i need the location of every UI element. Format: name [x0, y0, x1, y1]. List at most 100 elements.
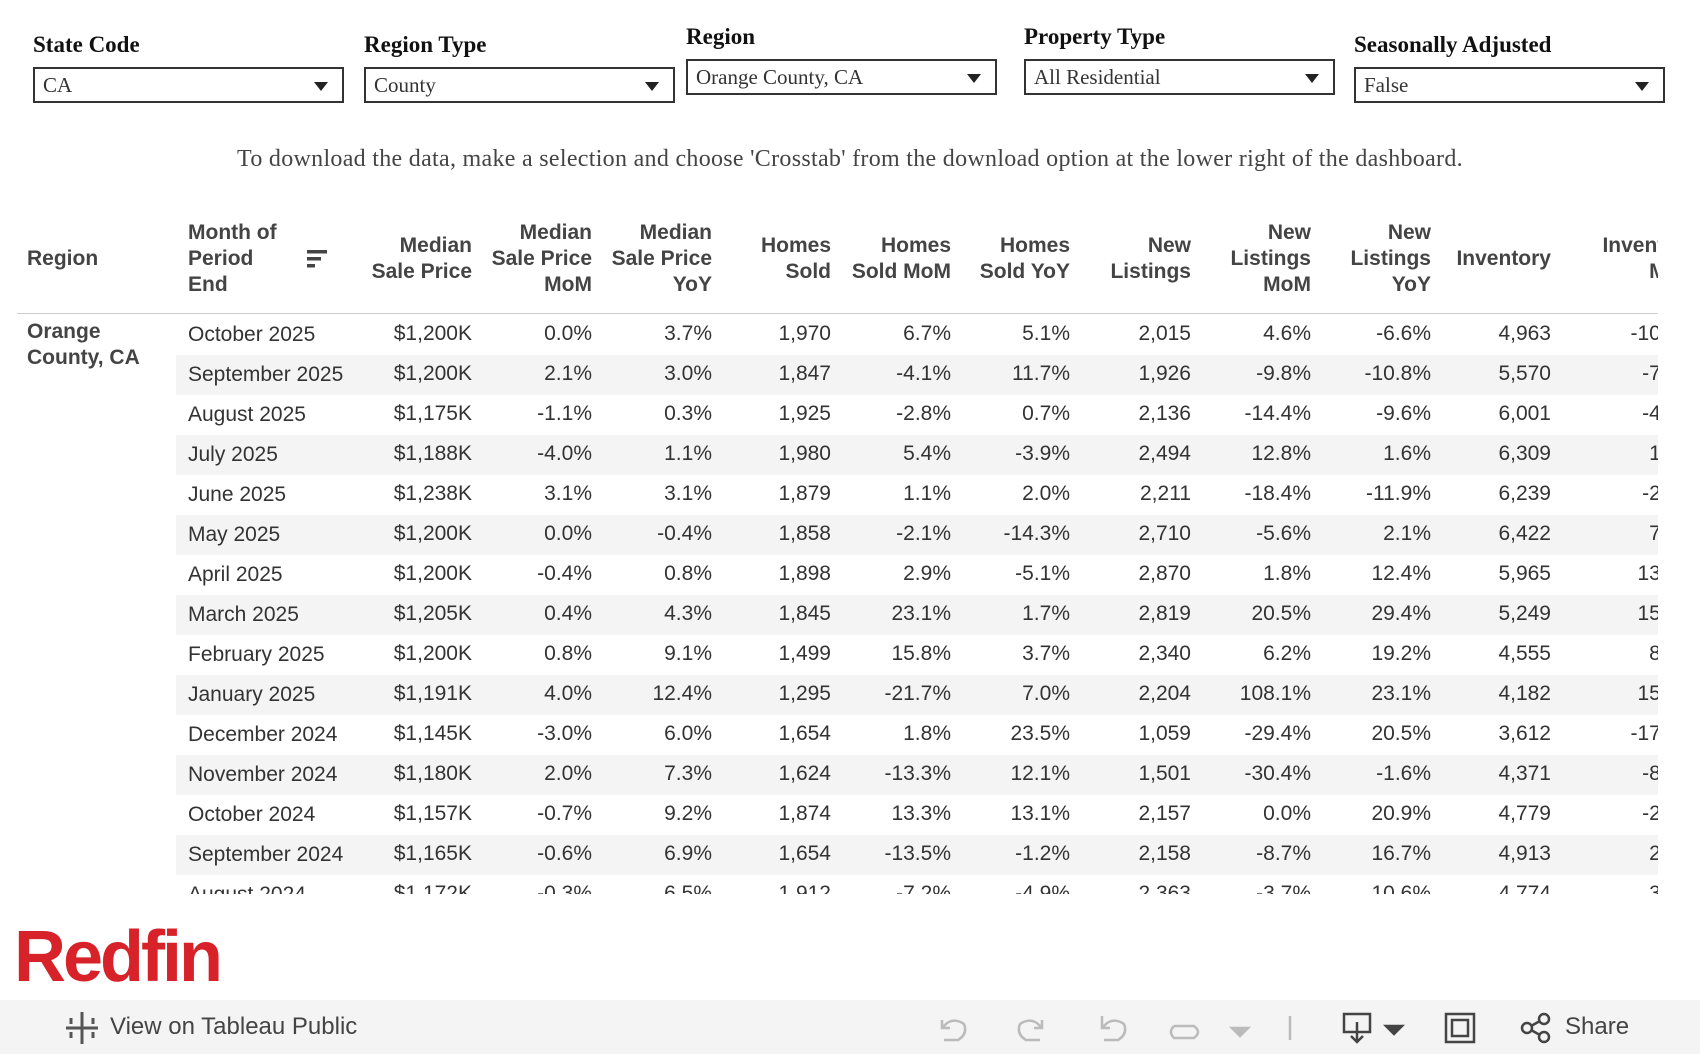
- table-cell: 2.9%: [903, 562, 951, 585]
- table-cell: February 2025: [188, 643, 325, 666]
- table-cell: 2,494: [1138, 442, 1191, 465]
- table-cell: 2,157: [1138, 802, 1191, 825]
- table-cell: $1,238K: [393, 482, 472, 505]
- filter-label: Region: [686, 24, 755, 49]
- table-cell: 2,340: [1138, 642, 1191, 665]
- table-cell: 1.1%: [1649, 442, 1658, 465]
- table-cell: 20.9%: [1371, 802, 1431, 825]
- toolbar: View on Tableau Public Share: [0, 1000, 1700, 1054]
- tableau-link[interactable]: View on Tableau Public: [110, 1013, 358, 1040]
- table-cell: 16.7%: [1371, 842, 1431, 865]
- table-cell: $1,157K: [393, 802, 472, 825]
- table-cell: $1,200K: [393, 322, 472, 345]
- table-cell: 1.1%: [903, 482, 951, 505]
- table-cell: 0.0%: [1263, 802, 1311, 825]
- header-line: Median: [639, 221, 712, 244]
- crosstab: Region Month of Period End Median Sale Price M…: [17, 210, 1658, 894]
- table-cell: 3,612: [1498, 722, 1551, 745]
- table-cell: 5.1%: [1022, 322, 1070, 345]
- table-cell: -8.5%: [1642, 762, 1658, 785]
- table-cell: 4,182: [1498, 682, 1551, 705]
- table-cell: 4.3%: [664, 602, 712, 625]
- table-cell: -10.8%: [1364, 362, 1431, 385]
- region-line: Orange: [27, 320, 101, 343]
- table-cell: 1,845: [778, 602, 831, 625]
- header-line: YoY: [672, 273, 712, 296]
- header-line: Homes: [760, 234, 831, 257]
- table-cell: 1,980: [778, 442, 831, 465]
- table-cell: 2.9%: [1649, 842, 1658, 865]
- table-cell: 15.2%: [1637, 602, 1658, 625]
- table-cell: -8.7%: [1256, 842, 1311, 865]
- table-cell: 2,211: [1140, 482, 1191, 505]
- table-cell: 8.9%: [1649, 642, 1658, 665]
- column-header: New Listings MoM: [1191, 210, 1311, 308]
- table-cell: October 2025: [188, 323, 316, 346]
- table-cell: 1,654: [778, 842, 831, 865]
- table-cell: 6,001: [1498, 402, 1551, 425]
- filter-dropdown[interactable]: All Residential: [1024, 59, 1335, 95]
- table-cell: -1.1%: [537, 402, 592, 425]
- column-header: New Listings YoY: [1311, 210, 1431, 308]
- table-cell: 1,879: [778, 482, 831, 505]
- table-cell: -18.4%: [1244, 482, 1311, 505]
- table-cell: 3.0%: [664, 362, 712, 385]
- table-cell: 19.2%: [1371, 642, 1431, 665]
- row-stripe: [176, 435, 1658, 475]
- table-cell: $1,200K: [393, 522, 472, 545]
- table-cell: November 2024: [188, 763, 338, 786]
- table-cell: -10.9%: [1630, 322, 1658, 345]
- table-cell: 1,501: [1138, 762, 1191, 785]
- table-cell: 5,965: [1498, 562, 1551, 585]
- row-stripe: [176, 755, 1658, 795]
- table-cell: 2,870: [1138, 562, 1191, 585]
- header-line: Homes: [999, 234, 1070, 257]
- table-cell: -1.2%: [1015, 842, 1070, 865]
- table-cell: 13.6%: [1637, 562, 1658, 585]
- filter-dropdown[interactable]: False: [1354, 67, 1665, 103]
- table-cell: 1,847: [778, 362, 831, 385]
- table-cell: 2.1%: [544, 362, 592, 385]
- filter-label: State Code: [33, 32, 140, 57]
- column-header: Region: [27, 210, 177, 308]
- table-cell: 6,239: [1498, 482, 1551, 505]
- table-cell: $1,205K: [393, 602, 472, 625]
- header-divider: [17, 313, 1658, 314]
- table-cell: December 2024: [188, 723, 338, 746]
- table-cell: 5.4%: [903, 442, 951, 465]
- column-header: Median Sale Price: [347, 210, 472, 308]
- table-cell: 1,925: [778, 402, 831, 425]
- table-cell: 1.8%: [1263, 562, 1311, 585]
- table-cell: 3.1%: [544, 482, 592, 505]
- table-cell: -0.4%: [537, 562, 592, 585]
- table-cell: 29.4%: [1371, 602, 1431, 625]
- table-cell: 2,015: [1138, 322, 1191, 345]
- share-button[interactable]: Share: [1565, 1013, 1630, 1040]
- header-line: Region: [27, 247, 99, 270]
- table-cell: 6.7%: [903, 322, 951, 345]
- header-line: Inventory: [1456, 247, 1551, 270]
- column-header: Homes Sold: [712, 210, 831, 308]
- header-line: Sold YoY: [979, 260, 1070, 283]
- table-cell: 1.1%: [664, 442, 712, 465]
- filter-dropdown[interactable]: County: [364, 67, 675, 103]
- column-header: Median Sale Price YoY: [592, 210, 712, 308]
- table-cell: July 2025: [188, 443, 278, 466]
- table-cell: 12.8%: [1251, 442, 1311, 465]
- table-cell: 1.6%: [1383, 442, 1431, 465]
- table-cell: -0.4%: [657, 522, 712, 545]
- table-cell: 15.8%: [1637, 682, 1658, 705]
- region-cell: Orange County, CA: [27, 319, 140, 371]
- table-cell: 1,912: [778, 882, 831, 894]
- sort-icon[interactable]: [307, 248, 329, 270]
- header-line: Sold MoM: [851, 260, 951, 283]
- share-icon: [1520, 1012, 1551, 1044]
- filter-dropdown[interactable]: Orange County, CA: [686, 59, 997, 95]
- table-cell: -3.7%: [1256, 882, 1311, 894]
- table-cell: 0.7%: [1022, 402, 1070, 425]
- table-cell: 4,774: [1498, 882, 1551, 894]
- table-cell: $1,180K: [393, 762, 472, 785]
- table-cell: -5.6%: [1256, 522, 1311, 545]
- filter-dropdown[interactable]: CA: [33, 67, 344, 103]
